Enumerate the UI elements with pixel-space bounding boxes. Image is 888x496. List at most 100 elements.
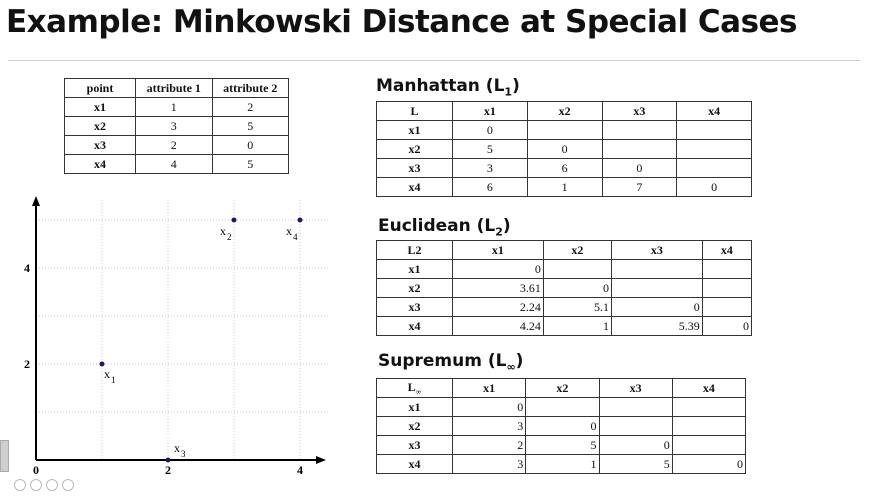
supremum-cell: 0 <box>451 397 527 417</box>
euclidean-col-header: x4 <box>701 240 753 260</box>
points-table-header: point attribute 1 attribute 2 <box>64 78 289 98</box>
manhattan-cell: 3 <box>452 158 528 178</box>
supremum-row-header: x4 <box>376 454 453 474</box>
point-label-subscript: 2 <box>227 232 232 242</box>
euclidean-cell <box>701 297 753 317</box>
euclidean-table: L2 x1 x2 x3 x4 x1 0 x2 3.61 0 x3 2.24 5.1 0 x4 4.24 1 5.3… <box>376 240 753 336</box>
manhattan-col-header: x3 <box>601 101 678 121</box>
supremum-cell: 0 <box>598 435 673 455</box>
table-row: x1 0 <box>376 397 747 417</box>
euclidean-cell <box>542 259 612 279</box>
euclidean-title: Euclidean (L <box>378 216 496 236</box>
manhattan-corner: L <box>376 101 453 121</box>
supremum-col-header: x3 <box>598 378 673 398</box>
supremum-cell: 2 <box>451 435 527 455</box>
euclidean-header-row: L2 x1 x2 x3 x4 <box>376 240 753 260</box>
manhattan-row-header: x2 <box>376 139 453 159</box>
control-dot[interactable] <box>46 479 58 491</box>
manhattan-row-header: x1 <box>376 120 453 140</box>
table-row: x2 3.61 0 <box>376 278 753 298</box>
cell: 1 <box>135 97 213 117</box>
manhattan-title: Manhattan (L <box>376 76 505 96</box>
manhattan-cell <box>601 120 678 140</box>
euclidean-row-header: x3 <box>376 297 453 317</box>
euclidean-cell <box>701 259 753 279</box>
manhattan-title-sub: 1 <box>504 85 513 99</box>
manhattan-row-header: x4 <box>376 177 453 197</box>
scroll-handle[interactable] <box>0 440 9 472</box>
cell: x2 <box>64 116 136 136</box>
table-row: x2 5 0 <box>376 139 752 159</box>
euclidean-row-header: x1 <box>376 259 453 279</box>
title-divider <box>8 60 860 61</box>
supremum-header-row: L∞ x1 x2 x3 x4 <box>376 378 747 398</box>
manhattan-cell: 6 <box>526 158 603 178</box>
euclidean-title-end: ) <box>502 216 511 236</box>
manhattan-cell: 5 <box>452 139 528 159</box>
manhattan-col-header: x4 <box>676 101 752 121</box>
supremum-corner: L∞ <box>376 378 453 398</box>
euclidean-cell <box>610 278 703 298</box>
cell: 0 <box>211 135 289 155</box>
manhattan-row-header: x3 <box>376 158 453 178</box>
euclidean-cell: 4.24 <box>452 316 544 336</box>
data-point <box>297 217 303 223</box>
data-point <box>99 361 105 367</box>
manhattan-cell: 6 <box>452 177 528 197</box>
manhattan-heading: Manhattan (L1) <box>376 76 520 98</box>
plot-ticks: 0 2 4 2 4 <box>24 261 303 477</box>
control-dot[interactable] <box>62 479 74 491</box>
manhattan-cell: 7 <box>601 177 678 197</box>
slide-controls <box>14 478 78 496</box>
euclidean-row-header: x2 <box>376 278 453 298</box>
table-row: x1 1 2 <box>64 97 289 117</box>
supremum-cell <box>598 416 673 436</box>
table-row: x4 4.24 1 5.39 0 <box>376 316 753 336</box>
euclidean-cell: 1 <box>542 316 612 336</box>
supremum-heading: Supremum (L∞) <box>378 351 523 373</box>
y-tick-label: 2 <box>24 357 30 371</box>
plot-grid <box>36 200 330 460</box>
table-row: x3 2.24 5.1 0 <box>376 297 753 317</box>
supremum-cell: 3 <box>451 454 527 474</box>
y-axis-arrow <box>32 196 40 206</box>
supremum-row-header: x3 <box>376 435 453 455</box>
supremum-table: L∞ x1 x2 x3 x4 x1 0 x2 3 0 x3 2 5 0 x4 3 1 5 0 <box>376 378 747 474</box>
supremum-row-header: x2 <box>376 416 453 436</box>
point-label: x <box>174 441 180 455</box>
euclidean-row-header: x4 <box>376 316 453 336</box>
euclidean-col-header: x3 <box>610 240 703 260</box>
plot-axes <box>32 196 326 464</box>
data-point <box>231 217 237 223</box>
control-dot[interactable] <box>14 479 26 491</box>
point-label-subscript: 4 <box>293 232 298 242</box>
supremum-col-header: x2 <box>525 378 600 398</box>
x-tick-label: 4 <box>297 463 303 477</box>
supremum-cell <box>671 397 747 417</box>
supremum-cell: 5 <box>598 454 673 474</box>
control-dot[interactable] <box>30 479 42 491</box>
manhattan-cell: 0 <box>676 177 752 197</box>
data-point <box>165 457 171 463</box>
euclidean-cell: 2.24 <box>452 297 544 317</box>
euclidean-cell: 5.39 <box>610 316 703 336</box>
slide-title: Example: Minkowski Distance at Special C… <box>6 4 798 40</box>
point-label: x <box>104 367 110 381</box>
euclidean-cell: 5.1 <box>542 297 612 317</box>
table-row: x1 0 <box>376 259 753 279</box>
manhattan-cell <box>601 139 678 159</box>
supremum-col-header: x4 <box>671 378 747 398</box>
euclidean-cell: 0 <box>701 316 753 336</box>
supremum-cell <box>671 416 747 436</box>
header-point: point <box>64 78 136 98</box>
table-row: x4 4 5 <box>64 154 289 174</box>
supremum-cell <box>671 435 747 455</box>
header-attribute-2: attribute 2 <box>211 78 289 98</box>
euclidean-corner: L2 <box>376 240 453 260</box>
header-attribute-1: attribute 1 <box>135 78 213 98</box>
supremum-cell <box>525 397 600 417</box>
y-tick-label: 4 <box>24 261 30 275</box>
cell: 5 <box>211 116 289 136</box>
